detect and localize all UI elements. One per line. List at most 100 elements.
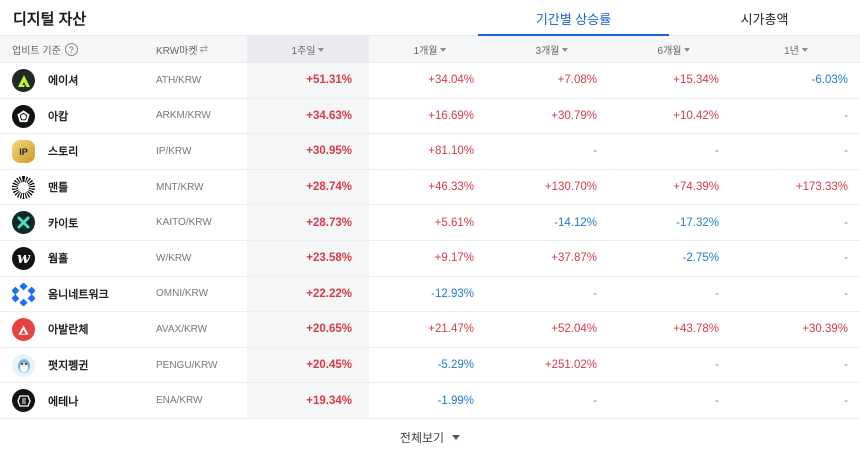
change-m3: +7.08%: [557, 74, 597, 87]
change-m1: +34.04%: [428, 74, 474, 87]
swap-icon[interactable]: ⇄: [199, 44, 208, 55]
view-all-button[interactable]: 전체보기: [0, 420, 860, 454]
market-pair: AVAX/KRW: [156, 323, 208, 335]
change-m1: +16.69%: [428, 109, 474, 122]
market-pair: MNT/KRW: [156, 181, 204, 193]
change-m6: +43.78%: [673, 323, 719, 336]
change-y1: -: [844, 252, 848, 265]
change-m6: -: [715, 359, 719, 372]
market-pair: IP/KRW: [156, 145, 192, 157]
change-y1: +173.33%: [795, 181, 848, 194]
market-pair: OMNI/KRW: [156, 288, 209, 300]
coin-name[interactable]: 아캄: [48, 110, 69, 123]
coin-name[interactable]: 아발란체: [48, 324, 89, 337]
coin-name[interactable]: 카이토: [48, 217, 79, 230]
market-label: KRW마켓: [156, 46, 198, 57]
sort-6month[interactable]: 6개월: [613, 36, 735, 63]
change-w1: +20.45%: [306, 359, 352, 372]
change-w1: +28.73%: [306, 216, 352, 229]
caret-down-icon: [801, 47, 808, 52]
change-m3: +30.79%: [551, 109, 597, 122]
table-row[interactable]: w 웜홀 W/KRW +23.58% +9.17% +37.87% -2.75% -: [0, 240, 860, 277]
change-y1: -: [844, 109, 848, 122]
change-y1: -6.03%: [811, 74, 848, 87]
sort-1month[interactable]: 1개월: [369, 36, 491, 63]
change-w1: +51.31%: [306, 74, 352, 87]
coin-name[interactable]: 맨틀: [48, 182, 69, 195]
active-column-bg: [247, 205, 369, 240]
tab-bar: 기간별 상승률 시가총액: [478, 0, 860, 37]
sort-1year[interactable]: 1년: [735, 36, 857, 63]
change-m1: -5.29%: [437, 359, 474, 372]
table-row[interactable]: 에테나 ENA/KRW +19.34% -1.99% - - -: [0, 383, 860, 419]
market-pair: KAITO/KRW: [156, 217, 212, 229]
coin-name[interactable]: 웜홀: [48, 253, 69, 266]
active-column-bg: [247, 240, 369, 276]
market-header[interactable]: KRW마켓 ⇄: [156, 36, 208, 63]
tab-period-gain[interactable]: 기간별 상승률: [478, 0, 669, 37]
caret-down-icon: [452, 434, 461, 440]
tab-market-cap[interactable]: 시가총액: [740, 11, 789, 27]
table-row[interactable]: 맨틀 MNT/KRW +28.74% +46.33% +130.70% +74.39% +1…: [0, 169, 860, 206]
market-pair: ENA/KRW: [156, 395, 203, 407]
active-column-bg: [247, 347, 369, 383]
change-w1: +19.34%: [306, 394, 352, 407]
change-y1: -: [844, 216, 848, 229]
change-w1: +30.95%: [306, 145, 352, 158]
coin-name[interactable]: 스토리: [48, 146, 79, 159]
active-column-bg: [247, 98, 369, 134]
change-m6: +10.42%: [673, 109, 719, 122]
change-y1: +30.39%: [802, 323, 848, 336]
active-column-bg: [247, 63, 369, 98]
table-row[interactable]: 옴니네트워크 OMNI/KRW +22.22% -12.93% - - -: [0, 276, 860, 313]
table-header: 업비트 기준 ? KRW마켓 ⇄ 1주일 1개월 3개월 6개월 1년: [0, 36, 860, 63]
caret-down-icon: [440, 47, 447, 52]
change-m1: -1.99%: [437, 394, 474, 407]
table-row[interactable]: IP 스토리 IP/KRW +30.95% +81.10% - - -: [0, 134, 860, 170]
coin-name[interactable]: 에테나: [48, 395, 79, 408]
coin-name[interactable]: 옴니네트워크: [48, 288, 109, 301]
coin-name[interactable]: 에이셔: [48, 75, 79, 88]
asset-table: 에이셔 ATH/KRW +51.31% +34.04% +7.08% +15.34% -6.…: [0, 63, 860, 419]
table-row[interactable]: 펏지펭귄 PENGU/KRW +20.45% -5.29% +251.02% - -: [0, 347, 860, 384]
change-m3: -: [593, 394, 597, 407]
basis-header: 업비트 기준 ?: [12, 36, 78, 63]
period-label: 1주일: [291, 46, 316, 57]
help-icon[interactable]: ?: [64, 43, 78, 56]
change-w1: +20.65%: [306, 323, 352, 336]
coin-name[interactable]: 펏지펭귄: [48, 360, 89, 373]
change-w1: +22.22%: [306, 287, 352, 300]
change-m3: +251.02%: [544, 359, 597, 372]
change-y1: -: [844, 145, 848, 158]
table-row[interactable]: 아발란체 AVAX/KRW +20.65% +21.47% +52.04% +43.78%…: [0, 312, 860, 348]
change-m1: -12.93%: [431, 287, 474, 300]
period-label: 1년: [784, 46, 799, 57]
change-m6: -2.75%: [682, 252, 719, 265]
sort-3month[interactable]: 3개월: [491, 36, 613, 63]
change-m1: +46.33%: [428, 181, 474, 194]
market-pair: ATH/KRW: [156, 74, 202, 86]
change-m3: -: [593, 145, 597, 158]
change-m1: +81.10%: [428, 145, 474, 158]
market-pair: PENGU/KRW: [156, 359, 218, 371]
change-m1: +5.61%: [434, 216, 474, 229]
market-pair: W/KRW: [156, 252, 192, 264]
change-w1: +34.63%: [306, 109, 352, 122]
change-m1: +21.47%: [428, 323, 474, 336]
active-column-bg: [247, 383, 369, 418]
period-label: 6개월: [657, 46, 682, 57]
sort-1week[interactable]: 1주일: [247, 36, 369, 63]
change-m6: -: [715, 394, 719, 407]
table-row[interactable]: 에이셔 ATH/KRW +51.31% +34.04% +7.08% +15.34% -6.…: [0, 63, 860, 99]
active-column-bg: [247, 169, 369, 205]
change-m3: -: [593, 287, 597, 300]
change-m6: -17.32%: [676, 216, 719, 229]
active-column-bg: [247, 134, 369, 169]
table-row[interactable]: 아캄 ARKM/KRW +34.63% +16.69% +30.79% +10.42% -: [0, 98, 860, 135]
period-label: 3개월: [535, 46, 560, 57]
change-w1: +23.58%: [306, 252, 352, 265]
change-y1: -: [844, 287, 848, 300]
change-y1: -: [844, 394, 848, 407]
table-row[interactable]: 카이토 KAITO/KRW +28.73% +5.61% -14.12% -17.32% -: [0, 205, 860, 241]
change-m3: -14.12%: [554, 216, 597, 229]
